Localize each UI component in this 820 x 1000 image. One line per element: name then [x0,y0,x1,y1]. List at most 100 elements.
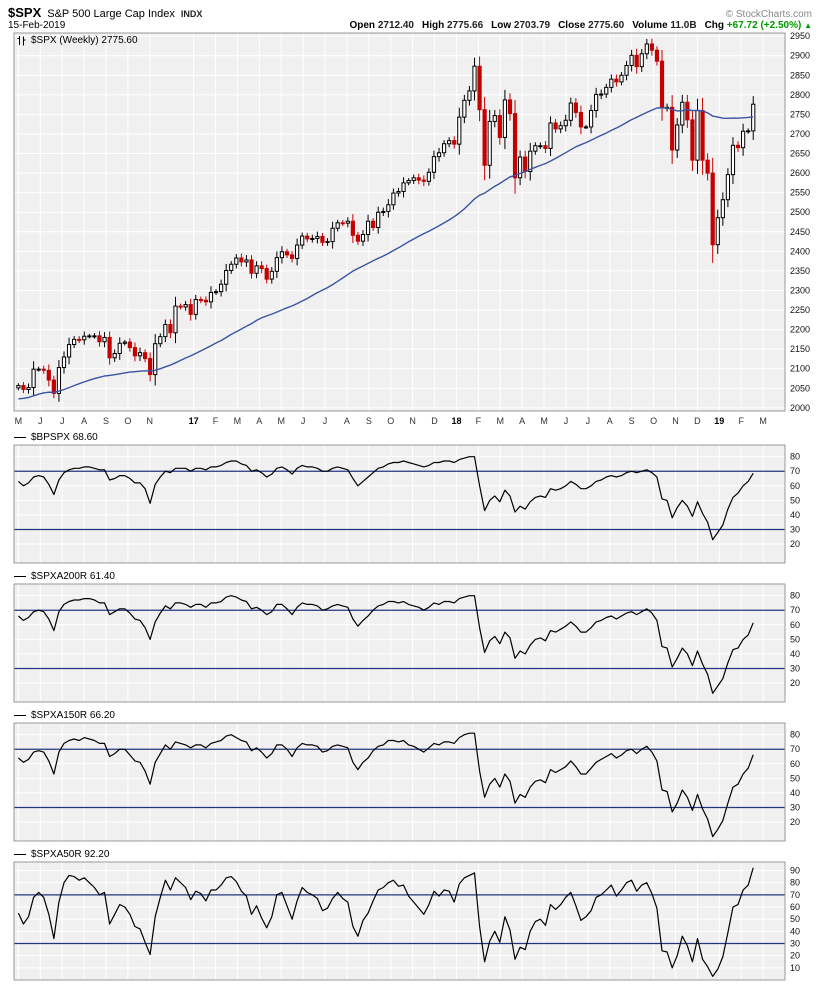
svg-text:2800: 2800 [790,90,810,100]
price-chart-legend: $SPX (Weekly) 2775.60 [16,35,138,46]
quote-open: Open 2712.40 [349,20,414,31]
svg-text:2850: 2850 [790,70,810,80]
panel-spxa200r: $SPXA200R 61.40 20 30 40 50 60 70 80 [0,570,820,707]
panel-spxa50r: $SPXA50R 92.20 10 20 30 40 50 60 70 80 90 [0,848,820,985]
svg-text:S: S [103,416,109,426]
svg-text:M: M [277,416,285,426]
chart-header: $SPX S&P 500 Large Cap Index INDX © Stoc… [0,0,820,31]
svg-text:2350: 2350 [790,266,810,276]
svg-text:S: S [629,416,635,426]
panel-spxa50r-legend-label: $SPXA50R 92.20 [31,849,110,860]
panel-spxa150r-legend-label: $SPXA150R 66.20 [31,710,115,721]
svg-text:J: J [586,416,591,426]
quote-change: Chg +67.72 (+2.50%) ▲ [704,20,812,31]
svg-text:S: S [366,416,372,426]
svg-text:2750: 2750 [790,109,810,119]
panel-bpspx-legend: $BPSPX 68.60 [0,431,820,444]
svg-text:A: A [607,416,613,426]
panel-spxa150r-svg: 20 30 40 50 60 70 80 [13,722,800,842]
price-chart-svg: 2000 2050 2100 2150 2200 2250 2300 2350 2400 2450… [13,31,810,426]
panel-spxa200r-legend: $SPXA200R 61.40 [0,570,820,583]
svg-text:40: 40 [790,788,800,798]
svg-text:J: J [60,416,65,426]
svg-text:M: M [540,416,548,426]
svg-text:J: J [301,416,306,426]
svg-text:40: 40 [790,649,800,659]
svg-text:17: 17 [189,416,199,426]
svg-text:M: M [15,416,23,426]
svg-text:60: 60 [790,759,800,769]
panel-spxa150r-legend: $SPXA150R 66.20 [0,709,820,722]
svg-text:70: 70 [790,466,800,476]
svg-text:O: O [387,416,394,426]
svg-text:J: J [38,416,43,426]
svg-text:80: 80 [790,452,800,462]
svg-text:50: 50 [790,495,800,505]
symbol: $SPX [8,5,42,20]
quote-strip: Open 2712.40 High 2775.66 Low 2703.79 Cl… [349,20,812,31]
svg-text:F: F [213,416,219,426]
panel-spxa200r-svg: 20 30 40 50 60 70 80 [13,583,800,703]
chart-style-icon [17,36,26,46]
svg-text:2650: 2650 [790,149,810,159]
line-swatch-icon [14,714,26,716]
svg-text:70: 70 [790,605,800,615]
price-chart-block: $SPX (Weekly) 2775.60 2000 2050 2100 2150 22… [0,31,820,429]
svg-text:2450: 2450 [790,227,810,237]
svg-text:F: F [738,416,744,426]
price-chart-legend-label: $SPX (Weekly) 2775.60 [31,35,138,46]
svg-text:70: 70 [790,890,800,900]
chart-date: 15-Feb-2019 [8,20,66,31]
svg-text:80: 80 [790,591,800,601]
svg-text:60: 60 [790,902,800,912]
svg-text:D: D [431,416,438,426]
panel-bpspx-svg: 20 30 40 50 60 70 80 [13,444,800,564]
svg-text:20: 20 [790,951,800,961]
svg-text:30: 30 [790,524,800,534]
svg-text:50: 50 [790,773,800,783]
svg-text:2100: 2100 [790,364,810,374]
svg-text:50: 50 [790,914,800,924]
svg-text:30: 30 [790,663,800,673]
svg-text:2150: 2150 [790,344,810,354]
svg-text:90: 90 [790,866,800,876]
panel-spxa200r-legend-label: $SPXA200R 61.40 [31,571,115,582]
panel-spxa150r: $SPXA150R 66.20 20 30 40 50 60 70 80 [0,709,820,846]
svg-text:70: 70 [790,744,800,754]
svg-text:2550: 2550 [790,188,810,198]
svg-text:2900: 2900 [790,51,810,61]
svg-text:N: N [147,416,154,426]
svg-text:A: A [256,416,262,426]
svg-text:M: M [759,416,767,426]
svg-text:J: J [323,416,328,426]
svg-text:2700: 2700 [790,129,810,139]
svg-text:30: 30 [790,939,800,949]
svg-text:40: 40 [790,510,800,520]
svg-text:M: M [497,416,505,426]
svg-text:60: 60 [790,481,800,491]
svg-text:80: 80 [790,730,800,740]
svg-text:O: O [124,416,131,426]
svg-text:2000: 2000 [790,403,810,413]
svg-text:40: 40 [790,926,800,936]
stockcharts-credit: © StockCharts.com [725,9,812,20]
svg-text:A: A [344,416,350,426]
svg-text:60: 60 [790,620,800,630]
svg-text:19: 19 [714,416,724,426]
quote-volume: Volume 11.0B [632,20,697,31]
svg-text:A: A [81,416,87,426]
line-swatch-icon [14,853,26,855]
panel-bpspx: $BPSPX 68.60 20 30 40 50 60 70 80 [0,431,820,568]
index-name: S&P 500 Large Cap Index [47,8,175,20]
svg-text:N: N [672,416,679,426]
svg-text:30: 30 [790,802,800,812]
svg-text:10: 10 [790,963,800,973]
svg-text:2050: 2050 [790,383,810,393]
exchange-label: INDX [180,9,203,19]
svg-text:18: 18 [451,416,461,426]
svg-text:2250: 2250 [790,305,810,315]
line-swatch-icon [14,436,26,438]
line-swatch-icon [14,575,26,577]
svg-text:50: 50 [790,634,800,644]
svg-text:2200: 2200 [790,325,810,335]
